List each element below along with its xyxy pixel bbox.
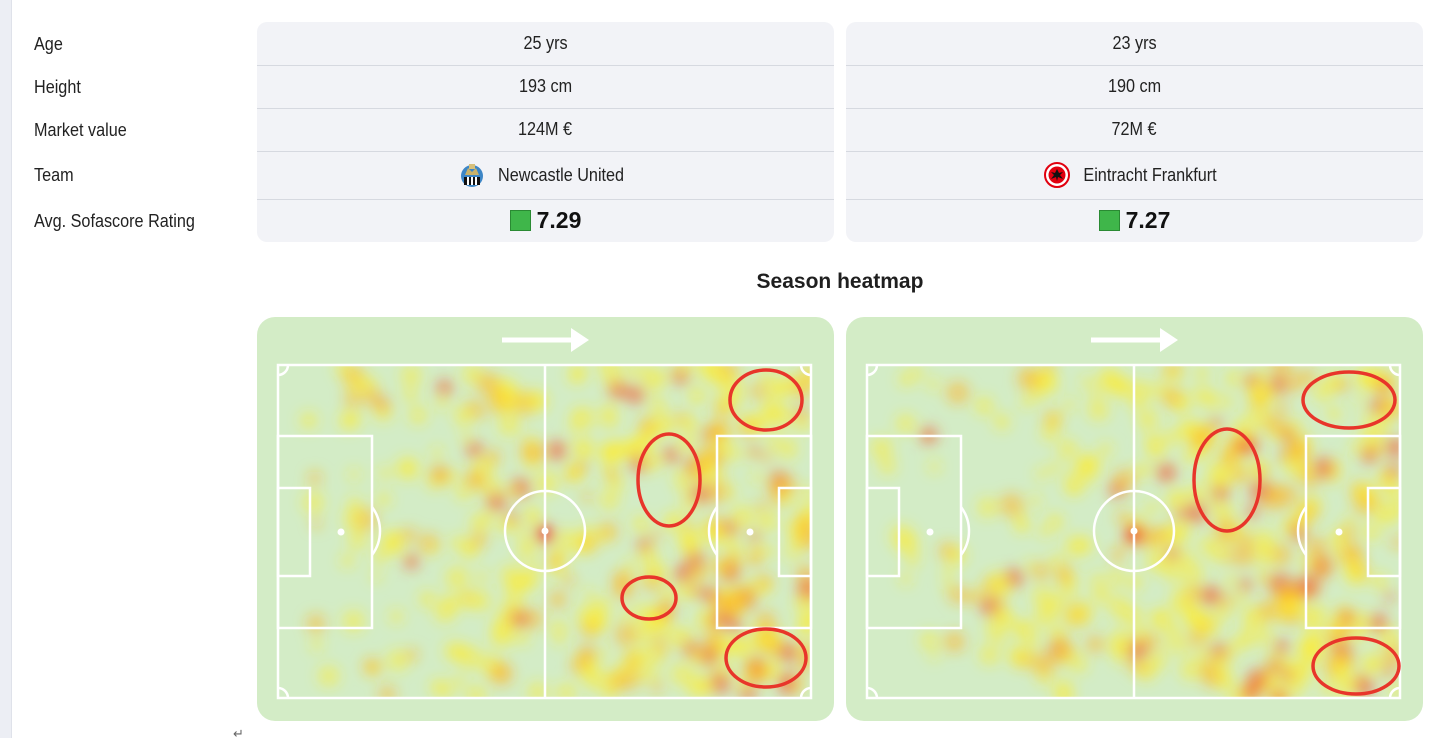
player2-rating: 7.27 — [846, 199, 1423, 242]
penalty-spot — [1335, 528, 1343, 536]
highlight-ellipse — [636, 432, 702, 528]
center-spot — [541, 527, 549, 535]
eintracht-eagle-icon — [1044, 162, 1071, 188]
player2-heatmap-canvas — [865, 328, 1402, 700]
player1-rating: 7.29 — [257, 199, 834, 242]
label-height: Height — [34, 77, 81, 97]
player1-market-value: 124M € — [257, 108, 834, 152]
penalty-spot — [926, 528, 934, 536]
player1-heatmap — [257, 317, 834, 721]
player1-team[interactable]: Newcastle United — [257, 151, 834, 200]
player2-heatmap — [846, 317, 1423, 721]
rating-badge-icon — [1098, 210, 1120, 231]
arrow-right-icon — [502, 328, 589, 352]
heat-blobs — [870, 365, 1400, 698]
arrow-right-icon — [1091, 328, 1178, 352]
season-heatmap-title: Season heatmap — [756, 270, 924, 293]
player1-age: 25 yrs — [257, 22, 834, 66]
player1-height: 193 cm — [257, 65, 834, 109]
left-panel-edge — [0, 0, 12, 738]
penalty-spot — [337, 528, 345, 536]
player1-team-name: Newcastle United — [498, 164, 625, 185]
label-market-value: Market value — [34, 120, 127, 140]
highlight-ellipse — [724, 627, 808, 689]
player1-stats-card: 25 yrs 193 cm 124M € Newcastle United 7.… — [257, 22, 834, 242]
rating-badge-icon — [509, 210, 531, 231]
highlight-ellipse — [1311, 636, 1401, 696]
label-rating: Avg. Sofascore Rating — [34, 211, 195, 231]
newcastle-crest-icon — [461, 164, 484, 187]
highlight-ellipse — [620, 575, 678, 621]
highlight-ellipse — [1301, 370, 1397, 430]
label-team: Team — [34, 165, 74, 185]
player2-market-value: 72M € — [846, 108, 1423, 152]
player2-team[interactable]: Eintracht Frankfurt — [846, 151, 1423, 200]
heat-blobs — [299, 365, 811, 698]
center-spot — [1130, 527, 1138, 535]
player2-stats-card: 23 yrs 190 cm 72M € Eintracht Frankfurt … — [846, 22, 1423, 242]
player1-heatmap-canvas — [276, 328, 813, 700]
highlight-ellipse — [728, 368, 804, 432]
label-age: Age — [34, 34, 63, 54]
highlight-ellipse — [1192, 427, 1262, 533]
player2-age: 23 yrs — [846, 22, 1423, 66]
player2-height: 190 cm — [846, 65, 1423, 109]
penalty-spot — [746, 528, 754, 536]
return-caret-icon: ↵ — [233, 726, 244, 741]
player2-team-name: Eintracht Frankfurt — [1083, 164, 1218, 185]
